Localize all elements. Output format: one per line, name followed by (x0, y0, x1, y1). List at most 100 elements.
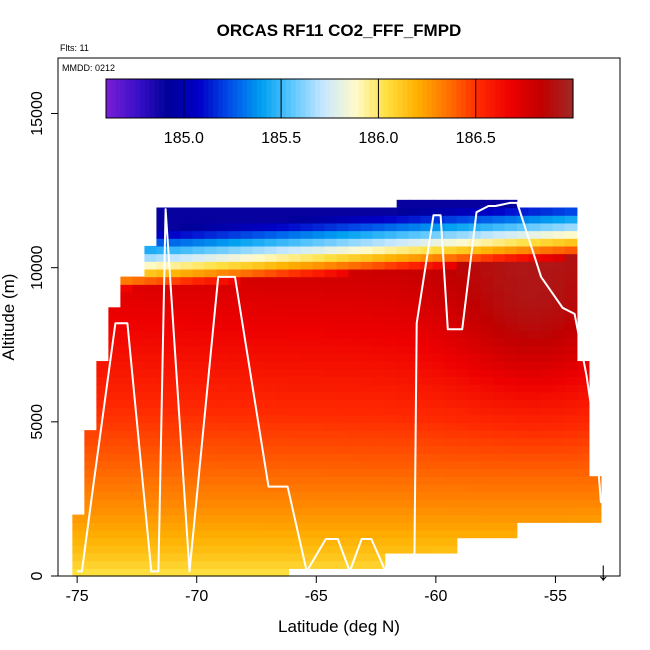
heatmap-cell (492, 230, 506, 239)
colorbar-swatch (159, 79, 165, 118)
heatmap-cell (336, 376, 350, 385)
heatmap-cell (528, 314, 542, 324)
heatmap-cell (168, 268, 182, 278)
heatmap-cell (504, 483, 518, 493)
colorbar-swatch (290, 79, 297, 118)
heatmap-cell (540, 414, 554, 424)
heatmap-cell (240, 491, 254, 500)
heatmap-cell (408, 384, 422, 393)
heatmap-cell (480, 345, 494, 354)
heatmap-cell (528, 284, 542, 293)
heatmap-cell (192, 238, 206, 247)
heatmap-cell (276, 529, 290, 539)
heatmap-cell (192, 261, 206, 270)
heatmap-cell (324, 376, 338, 385)
heatmap-cell (108, 314, 121, 324)
heatmap-cell (288, 207, 302, 216)
heatmap-cell (192, 399, 206, 408)
heatmap-cell (228, 268, 242, 278)
heatmap-cell (444, 199, 458, 209)
heatmap-cell (492, 391, 506, 401)
heatmap-cell (324, 384, 338, 393)
colorbar-swatch (383, 79, 389, 118)
heatmap-cell (468, 345, 482, 354)
heatmap-cell (312, 368, 326, 377)
heatmap-cell (372, 284, 386, 293)
heatmap-cell (144, 268, 158, 278)
heatmap-cell (528, 330, 542, 339)
heatmap-cell (348, 529, 362, 539)
heatmap-cell (192, 560, 206, 569)
heatmap-cell (228, 529, 242, 539)
colorbar-swatch (213, 79, 219, 118)
colorbar-swatch (135, 79, 141, 118)
heatmap-cell (384, 529, 398, 539)
heatmap-cell (216, 238, 230, 247)
heatmap-cell (96, 529, 109, 539)
heatmap-cell (276, 537, 290, 546)
heatmap-cell (180, 422, 194, 431)
heatmap-cell (204, 499, 218, 508)
heatmap-cell (324, 345, 338, 354)
heatmap-cell (492, 353, 506, 362)
heatmap-cell (516, 222, 530, 232)
heatmap-cell (468, 399, 482, 408)
heatmap-cell (468, 268, 482, 278)
heatmap-cell (108, 529, 121, 539)
heatmap-cell (372, 345, 386, 354)
colorbar-swatch (115, 79, 122, 118)
heatmap-cell (324, 215, 338, 224)
heatmap-cell (528, 345, 542, 354)
heatmap-cell (216, 460, 230, 470)
heatmap-cell (408, 368, 422, 377)
heatmap-cell (108, 491, 121, 500)
heatmap-cell (324, 499, 338, 508)
heatmap-cell (396, 330, 410, 339)
heatmap-cell (564, 338, 578, 347)
heatmap-cell (96, 476, 109, 485)
heatmap-cell (420, 476, 434, 485)
heatmap-cell (240, 261, 254, 270)
heatmap-cell (456, 476, 470, 485)
heatmap-cell (420, 545, 434, 554)
heatmap-cell (216, 529, 230, 539)
heatmap-cell (372, 460, 386, 470)
heatmap-cell (372, 338, 386, 347)
heatmap-cell (456, 230, 470, 239)
heatmap-cell (528, 268, 542, 278)
heatmap-cell (324, 253, 338, 262)
heatmap-cell (456, 445, 470, 454)
heatmap-cell (576, 476, 590, 485)
heatmap-cell (396, 514, 410, 523)
heatmap-cell (180, 314, 194, 324)
heatmap-cell (564, 284, 578, 293)
heatmap-cell (552, 338, 566, 347)
heatmap-cell (168, 245, 182, 255)
heatmap-cell (132, 299, 146, 308)
heatmap-cell (372, 314, 386, 324)
heatmap-cell (588, 499, 602, 508)
heatmap-cell (288, 399, 302, 408)
heatmap-cell (192, 307, 206, 316)
heatmap-cell (432, 361, 446, 370)
heatmap-cell (504, 407, 518, 416)
heatmap-cell (156, 476, 170, 485)
heatmap-cell (180, 276, 194, 285)
heatmap-cell (528, 207, 542, 216)
heatmap-cell (564, 314, 578, 324)
heatmap-cell (252, 453, 266, 462)
heatmap-cell (480, 253, 494, 262)
heatmap-cell (228, 468, 242, 477)
y-axis-label: Altitude (m) (0, 274, 18, 361)
heatmap-cell (240, 476, 254, 485)
heatmap-cell (276, 291, 290, 301)
heatmap-cell (480, 453, 494, 462)
heatmap-cell (492, 506, 506, 516)
heatmap-cell (396, 353, 410, 362)
x-tick-label: -75 (66, 588, 89, 605)
heatmap-cell (216, 399, 230, 408)
heatmap-cell (276, 361, 290, 370)
heatmap-cell (276, 268, 290, 278)
heatmap-cell (264, 322, 278, 331)
heatmap-cell (132, 330, 146, 339)
